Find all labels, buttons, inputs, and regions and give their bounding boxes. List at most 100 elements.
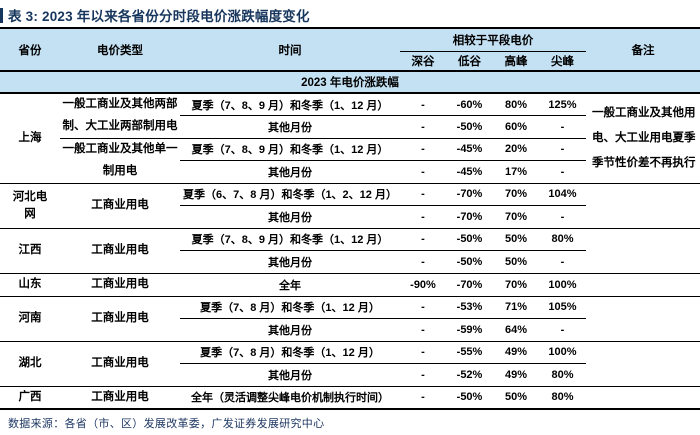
cell-time: 夏季（7、8、9 月）和冬季（1、12 月） bbox=[180, 138, 400, 162]
cell-peak: 49% bbox=[493, 363, 539, 387]
cell-peak: 50% bbox=[493, 386, 539, 411]
table-section-header: 2023 年电价涨跌幅 bbox=[0, 71, 700, 94]
cell-valley: -70% bbox=[446, 205, 493, 229]
cell-deep-valley: - bbox=[400, 363, 446, 387]
cell-time: 夏季（6、7、8 月）和冬季（1、2、12 月） bbox=[180, 183, 400, 207]
table-row: 广西 工商业用电 全年（灵活调整尖峰电价机制执行时间） - -50% 50% 8… bbox=[0, 386, 700, 411]
price-change-table: 省份 电价类型 时间 相较于平段电价 备注 深谷 低谷 高峰 尖峰 2023 年… bbox=[0, 27, 700, 411]
cell-remark bbox=[586, 296, 700, 342]
cell-price-type: 工商业用电 bbox=[60, 228, 180, 274]
cell-time: 其他月份 bbox=[180, 115, 400, 139]
table-title-row: 表 3: 2023 年以来各省份分时段电价涨跌幅度变化 bbox=[0, 0, 700, 27]
table-row: 其他月份 - -50% 50% - bbox=[0, 250, 700, 274]
cell-deep-valley: - bbox=[400, 228, 446, 252]
col-header-sharp-peak: 尖峰 bbox=[539, 51, 586, 72]
cell-sharp-peak: 80% bbox=[539, 228, 586, 252]
cell-price-type: 工商业用电 bbox=[60, 296, 180, 342]
cell-province: 广西 bbox=[0, 386, 60, 411]
title-accent-bar bbox=[0, 7, 3, 23]
cell-sharp-peak: - bbox=[539, 115, 586, 139]
table-row: 河北电网 工商业用电 夏季（6、7、8 月）和冬季（1、2、12 月） - -7… bbox=[0, 183, 700, 229]
cell-peak: 49% bbox=[493, 341, 539, 365]
table-row: 江西 工商业用电 夏季（7、8、9 月）和冬季（1、12 月） - -50% 5… bbox=[0, 228, 700, 274]
cell-province: 河南 bbox=[0, 296, 60, 342]
cell-valley: -50% bbox=[446, 228, 493, 252]
cell-time: 其他月份 bbox=[180, 160, 400, 184]
cell-sharp-peak: - bbox=[539, 318, 586, 342]
cell-sharp-peak: - bbox=[539, 138, 586, 162]
table-row: 湖北 工商业用电 夏季（7、8 月）和冬季（1、12 月） - -55% 49%… bbox=[0, 341, 700, 387]
table-row: 其他月份 - -45% 17% - bbox=[0, 160, 700, 184]
cell-valley: -70% bbox=[446, 273, 493, 297]
table-row: 其他月份 - -52% 49% 80% bbox=[0, 363, 700, 387]
cell-time: 其他月份 bbox=[180, 318, 400, 342]
cell-time: 夏季（7、8 月）和冬季（1、12 月） bbox=[180, 296, 400, 320]
cell-peak: 17% bbox=[493, 160, 539, 184]
cell-peak: 20% bbox=[493, 138, 539, 162]
cell-valley: -53% bbox=[446, 296, 493, 320]
cell-time: 其他月份 bbox=[180, 250, 400, 274]
cell-time: 其他月份 bbox=[180, 205, 400, 229]
cell-valley: -59% bbox=[446, 318, 493, 342]
cell-peak: 70% bbox=[493, 205, 539, 229]
cell-province: 河北电网 bbox=[0, 183, 60, 229]
cell-province: 山东 bbox=[0, 273, 60, 297]
cell-deep-valley: -90% bbox=[400, 273, 446, 297]
cell-valley: -52% bbox=[446, 363, 493, 387]
cell-deep-valley: - bbox=[400, 318, 446, 342]
cell-peak: 80% bbox=[493, 93, 539, 117]
col-header-vs-flat-group: 相较于平段电价 bbox=[400, 28, 586, 52]
cell-remark bbox=[586, 228, 700, 274]
cell-remark bbox=[586, 341, 700, 387]
cell-deep-valley: - bbox=[400, 138, 446, 162]
cell-sharp-peak: 100% bbox=[539, 273, 586, 297]
cell-sharp-peak: 100% bbox=[539, 341, 586, 365]
section-title: 2023 年电价涨跌幅 bbox=[0, 71, 700, 94]
cell-province: 上海 bbox=[0, 93, 60, 184]
cell-deep-valley: - bbox=[400, 386, 446, 411]
table-row: 其他月份 - -50% 60% - bbox=[0, 115, 700, 139]
cell-deep-valley: - bbox=[400, 115, 446, 139]
cell-valley: -45% bbox=[446, 160, 493, 184]
col-header-remark: 备注 bbox=[586, 28, 700, 72]
table-header: 省份 电价类型 时间 相较于平段电价 备注 深谷 低谷 高峰 尖峰 bbox=[0, 28, 700, 72]
cell-deep-valley: - bbox=[400, 341, 446, 365]
table-row: 一般工商业及其他单一制用电 夏季（7、8、9 月）和冬季（1、12 月） - -… bbox=[0, 138, 700, 184]
cell-peak: 50% bbox=[493, 228, 539, 252]
cell-valley: -55% bbox=[446, 341, 493, 365]
cell-peak: 50% bbox=[493, 250, 539, 274]
cell-peak: 60% bbox=[493, 115, 539, 139]
cell-price-type: 工商业用电 bbox=[60, 386, 180, 411]
table-row: 山东 工商业用电 全年 -90% -70% 70% 100% bbox=[0, 273, 700, 297]
cell-province: 湖北 bbox=[0, 341, 60, 387]
cell-remark bbox=[586, 183, 700, 229]
cell-valley: -60% bbox=[446, 93, 493, 117]
cell-deep-valley: - bbox=[400, 183, 446, 207]
cell-peak: 71% bbox=[493, 296, 539, 320]
page-title: 表 3: 2023 年以来各省份分时段电价涨跌幅度变化 bbox=[8, 9, 310, 24]
cell-remark bbox=[586, 273, 700, 297]
cell-time: 夏季（7、8、9 月）和冬季（1、12 月） bbox=[180, 93, 400, 117]
cell-remark bbox=[586, 386, 700, 411]
table-row: 河南 工商业用电 夏季（7、8 月）和冬季（1、12 月） - -53% 71%… bbox=[0, 296, 700, 342]
data-source-note: 数据来源：各省（市、区）发展改革委，广发证券发展研究中心 bbox=[8, 418, 325, 431]
cell-time: 全年（灵活调整尖峰电价机制执行时间） bbox=[180, 386, 400, 411]
cell-price-type: 一般工商业及其他单一制用电 bbox=[60, 138, 180, 184]
col-header-province: 省份 bbox=[0, 28, 60, 72]
cell-peak: 70% bbox=[493, 183, 539, 207]
col-header-time: 时间 bbox=[180, 28, 400, 72]
cell-valley: -70% bbox=[446, 183, 493, 207]
cell-price-type: 一般工商业及其他两部制、大工业两部制用电 bbox=[60, 93, 180, 139]
cell-deep-valley: - bbox=[400, 250, 446, 274]
cell-peak: 70% bbox=[493, 273, 539, 297]
cell-deep-valley: - bbox=[400, 93, 446, 117]
cell-sharp-peak: 80% bbox=[539, 363, 586, 387]
cell-time: 夏季（7、8、9 月）和冬季（1、12 月） bbox=[180, 228, 400, 252]
cell-sharp-peak: 104% bbox=[539, 183, 586, 207]
cell-deep-valley: - bbox=[400, 296, 446, 320]
cell-sharp-peak: - bbox=[539, 160, 586, 184]
table-row: 其他月份 - -70% 70% - bbox=[0, 205, 700, 229]
cell-deep-valley: - bbox=[400, 205, 446, 229]
cell-sharp-peak: - bbox=[539, 250, 586, 274]
cell-time: 其他月份 bbox=[180, 363, 400, 387]
